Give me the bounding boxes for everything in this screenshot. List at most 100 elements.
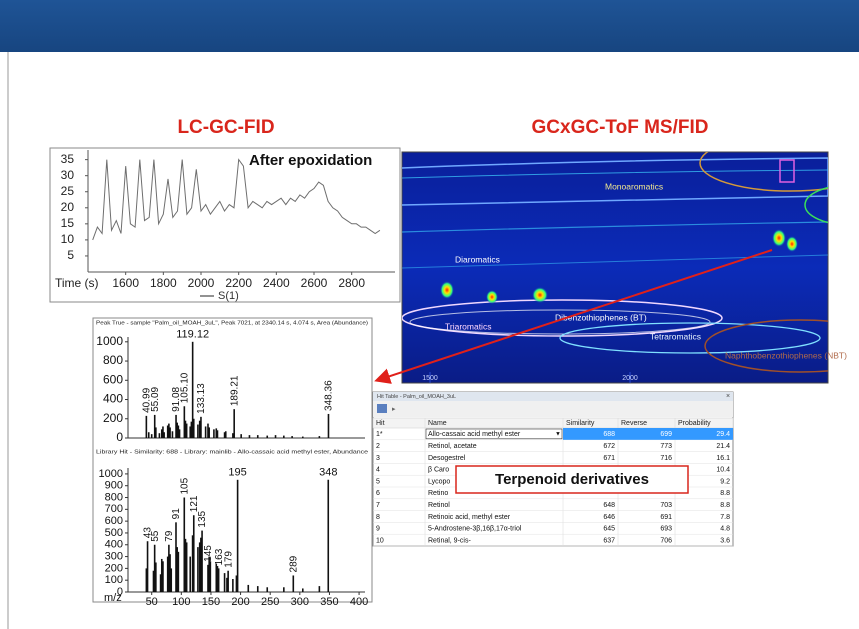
y-tick-label: 0 xyxy=(116,430,123,444)
x-tick-label: 300 xyxy=(291,596,309,608)
y-tick-label: 10 xyxy=(61,232,75,246)
peak-label: 55.09 xyxy=(150,386,161,411)
cell: 2 xyxy=(376,443,380,450)
cell: 29.4 xyxy=(716,431,730,438)
section-title: LC-GC-FID xyxy=(177,117,274,138)
cell: 10.4 xyxy=(716,467,730,474)
cell: Retino xyxy=(428,490,448,497)
selected-cells xyxy=(563,428,733,440)
y-tick-label: 300 xyxy=(105,550,123,562)
cell: Allo-cassaic acid methyl ester xyxy=(428,431,521,438)
peak-label: 135 xyxy=(197,510,208,527)
peak-label: 55 xyxy=(150,530,161,542)
cell: 1* xyxy=(376,431,383,438)
x-tick-label: 2600 xyxy=(301,276,328,290)
cell: 773 xyxy=(660,443,672,450)
region-label: Diaromatics xyxy=(455,254,500,264)
dropdown-arrow[interactable]: ▼ xyxy=(555,431,561,437)
cell: 703 xyxy=(660,502,672,509)
y-tick-label: 1000 xyxy=(96,334,123,348)
y-tick-label: 200 xyxy=(105,562,123,574)
cell: 9.2 xyxy=(720,478,730,485)
cell: 691 xyxy=(660,514,672,521)
cell: 8.8 xyxy=(720,490,730,497)
x-tick-label: 350 xyxy=(320,596,338,608)
column-header: Name xyxy=(428,420,447,427)
column-header: Probability xyxy=(678,420,711,427)
page: LC-GC-FID GCxGC-ToF MS/FID 3530252015105… xyxy=(0,0,859,629)
cell: 4 xyxy=(376,467,380,474)
spectrum-title: Library Hit - Similarity: 688 - Library:… xyxy=(96,449,368,455)
x-axis-label: Time (s) xyxy=(55,276,99,290)
peak-label: 121 xyxy=(189,495,200,512)
y-tick-label: 900 xyxy=(105,480,123,492)
peak-label: 289 xyxy=(288,555,299,572)
peak-label: 348 xyxy=(319,467,337,479)
close-icon[interactable]: × xyxy=(726,393,730,400)
peak-label: 133.13 xyxy=(196,383,207,414)
cell: 646 xyxy=(603,514,615,521)
peak-label: 105.10 xyxy=(179,372,190,403)
cell: 10 xyxy=(376,537,384,544)
toolbar-icon[interactable] xyxy=(377,404,387,413)
header-bar xyxy=(0,0,859,52)
y-tick-label: 400 xyxy=(105,539,123,551)
column-header: Hit xyxy=(376,420,385,427)
cell: 706 xyxy=(660,537,672,544)
peak-label: 105 xyxy=(179,477,190,494)
column-header: Reverse xyxy=(621,420,647,427)
peak-spot xyxy=(532,287,548,303)
x-tick-label: 2400 xyxy=(263,276,290,290)
toolbar-icon[interactable]: ▸ xyxy=(392,406,396,413)
x-tick-label: 2000 xyxy=(622,375,638,382)
cell: Retinol, acetate xyxy=(428,443,477,450)
cell: Desogestrel xyxy=(428,455,466,462)
cell: 648 xyxy=(603,502,615,509)
x-tick-label: 100 xyxy=(172,596,190,608)
y-tick-label: 600 xyxy=(105,515,123,527)
region-label: Monoaromatics xyxy=(605,181,663,191)
y-tick-label: 25 xyxy=(61,184,75,198)
x-axis-label: m/z xyxy=(104,592,122,604)
cell: 7.8 xyxy=(720,514,730,521)
hit-table-title: Hit Table - Palm_oil_MOAH_3uL xyxy=(377,394,456,400)
cell: Lycopo xyxy=(428,478,450,485)
cell: 9 xyxy=(376,526,380,533)
cell: 5 xyxy=(376,478,380,485)
y-tick-label: 700 xyxy=(105,503,123,515)
peak-spot xyxy=(772,229,786,247)
y-tick-label: 1000 xyxy=(99,468,123,480)
x-tick-label: 1600 xyxy=(112,276,139,290)
cell: 8 xyxy=(376,514,380,521)
cell: 671 xyxy=(603,455,615,462)
section-title: GCxGC-ToF MS/FID xyxy=(532,117,709,138)
legend-label: S(1) xyxy=(218,290,239,302)
y-tick-label: 35 xyxy=(61,152,75,166)
cell: 637 xyxy=(603,537,615,544)
y-tick-label: 800 xyxy=(105,491,123,503)
annotation: After epoxidation xyxy=(249,152,372,169)
peak-label: 145 xyxy=(203,545,214,562)
y-tick-label: 100 xyxy=(105,574,123,586)
cell: 688 xyxy=(603,431,615,438)
cell: 693 xyxy=(660,526,672,533)
x-tick-label: 1500 xyxy=(422,375,438,382)
slide: LC-GC-FID GCxGC-ToF MS/FID 3530252015105… xyxy=(0,0,859,629)
x-tick-label: 250 xyxy=(261,596,279,608)
spectrum-title: Peak True - sample "Palm_oil_MOAH_3uL", … xyxy=(96,321,368,327)
cell: 3.6 xyxy=(720,537,730,544)
x-tick-label: 200 xyxy=(231,596,249,608)
region-label: Tetraromatics xyxy=(650,331,701,341)
peak-label: 119.12 xyxy=(176,329,209,341)
cell: Retinal, 9-cis- xyxy=(428,537,471,544)
cell: 5-Androstene-3β,16β,17α-triol xyxy=(428,526,522,533)
callout: Terpenoid derivatives xyxy=(495,471,649,488)
peak-spot xyxy=(440,281,454,299)
cell: 716 xyxy=(660,455,672,462)
y-tick-label: 200 xyxy=(103,411,123,425)
cell: 6 xyxy=(376,490,380,497)
cell: 16.1 xyxy=(716,455,730,462)
cell: Retinol xyxy=(428,502,450,509)
y-tick-label: 400 xyxy=(103,392,123,406)
y-tick-label: 15 xyxy=(61,216,75,230)
